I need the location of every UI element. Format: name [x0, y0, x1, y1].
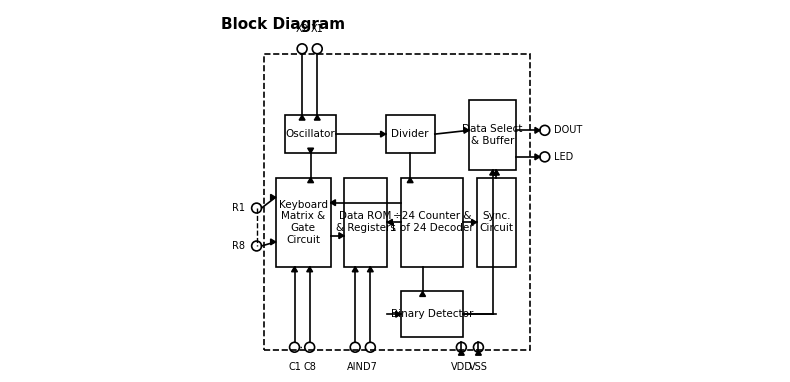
Text: X1: X1 — [311, 24, 324, 34]
Text: AIN: AIN — [347, 363, 363, 372]
Polygon shape — [381, 131, 386, 137]
Text: Data Select
& Buffer: Data Select & Buffer — [462, 124, 523, 146]
FancyBboxPatch shape — [476, 178, 517, 267]
Polygon shape — [367, 267, 374, 272]
Polygon shape — [535, 154, 540, 160]
FancyBboxPatch shape — [469, 100, 517, 170]
Polygon shape — [339, 233, 344, 239]
Text: VDD: VDD — [450, 363, 472, 372]
Polygon shape — [494, 170, 499, 175]
Polygon shape — [419, 291, 426, 296]
Text: VSS: VSS — [469, 363, 488, 372]
Polygon shape — [307, 267, 313, 272]
Text: Binary Detector: Binary Detector — [391, 309, 473, 319]
Polygon shape — [307, 178, 314, 183]
Polygon shape — [396, 311, 401, 317]
Text: ÷24 Counter &
1 of 24 Decoder: ÷24 Counter & 1 of 24 Decoder — [390, 212, 474, 233]
Polygon shape — [271, 194, 276, 200]
Text: C1: C1 — [288, 363, 301, 372]
FancyBboxPatch shape — [276, 178, 330, 267]
Text: Sync.
Circuit: Sync. Circuit — [480, 212, 514, 233]
Polygon shape — [307, 148, 314, 153]
Text: R8: R8 — [232, 241, 245, 251]
Polygon shape — [476, 350, 481, 355]
Text: Keyboard
Matrix &
Gate
Circuit: Keyboard Matrix & Gate Circuit — [279, 200, 328, 245]
Polygon shape — [490, 170, 495, 175]
FancyBboxPatch shape — [401, 291, 463, 337]
FancyBboxPatch shape — [386, 115, 434, 153]
Text: X2: X2 — [295, 24, 309, 34]
Polygon shape — [330, 200, 336, 206]
FancyBboxPatch shape — [285, 115, 337, 153]
FancyBboxPatch shape — [401, 178, 463, 267]
Text: Oscillator: Oscillator — [286, 129, 336, 139]
Text: C8: C8 — [303, 363, 316, 372]
Polygon shape — [458, 350, 465, 355]
Polygon shape — [535, 127, 540, 133]
Text: R1: R1 — [232, 203, 245, 213]
Text: Divider: Divider — [391, 129, 429, 139]
Polygon shape — [299, 115, 305, 120]
Polygon shape — [387, 219, 393, 225]
Text: LED: LED — [555, 152, 574, 162]
Polygon shape — [407, 178, 413, 183]
Polygon shape — [314, 115, 320, 120]
Polygon shape — [271, 239, 276, 245]
Polygon shape — [292, 267, 298, 272]
Text: Data ROM
& Registers: Data ROM & Registers — [336, 212, 396, 233]
Polygon shape — [472, 219, 476, 225]
Text: Block Diagram: Block Diagram — [220, 16, 344, 32]
FancyBboxPatch shape — [344, 178, 387, 267]
Text: DOUT: DOUT — [555, 125, 582, 135]
Polygon shape — [464, 127, 469, 133]
Text: D7: D7 — [363, 363, 378, 372]
Polygon shape — [352, 267, 358, 272]
